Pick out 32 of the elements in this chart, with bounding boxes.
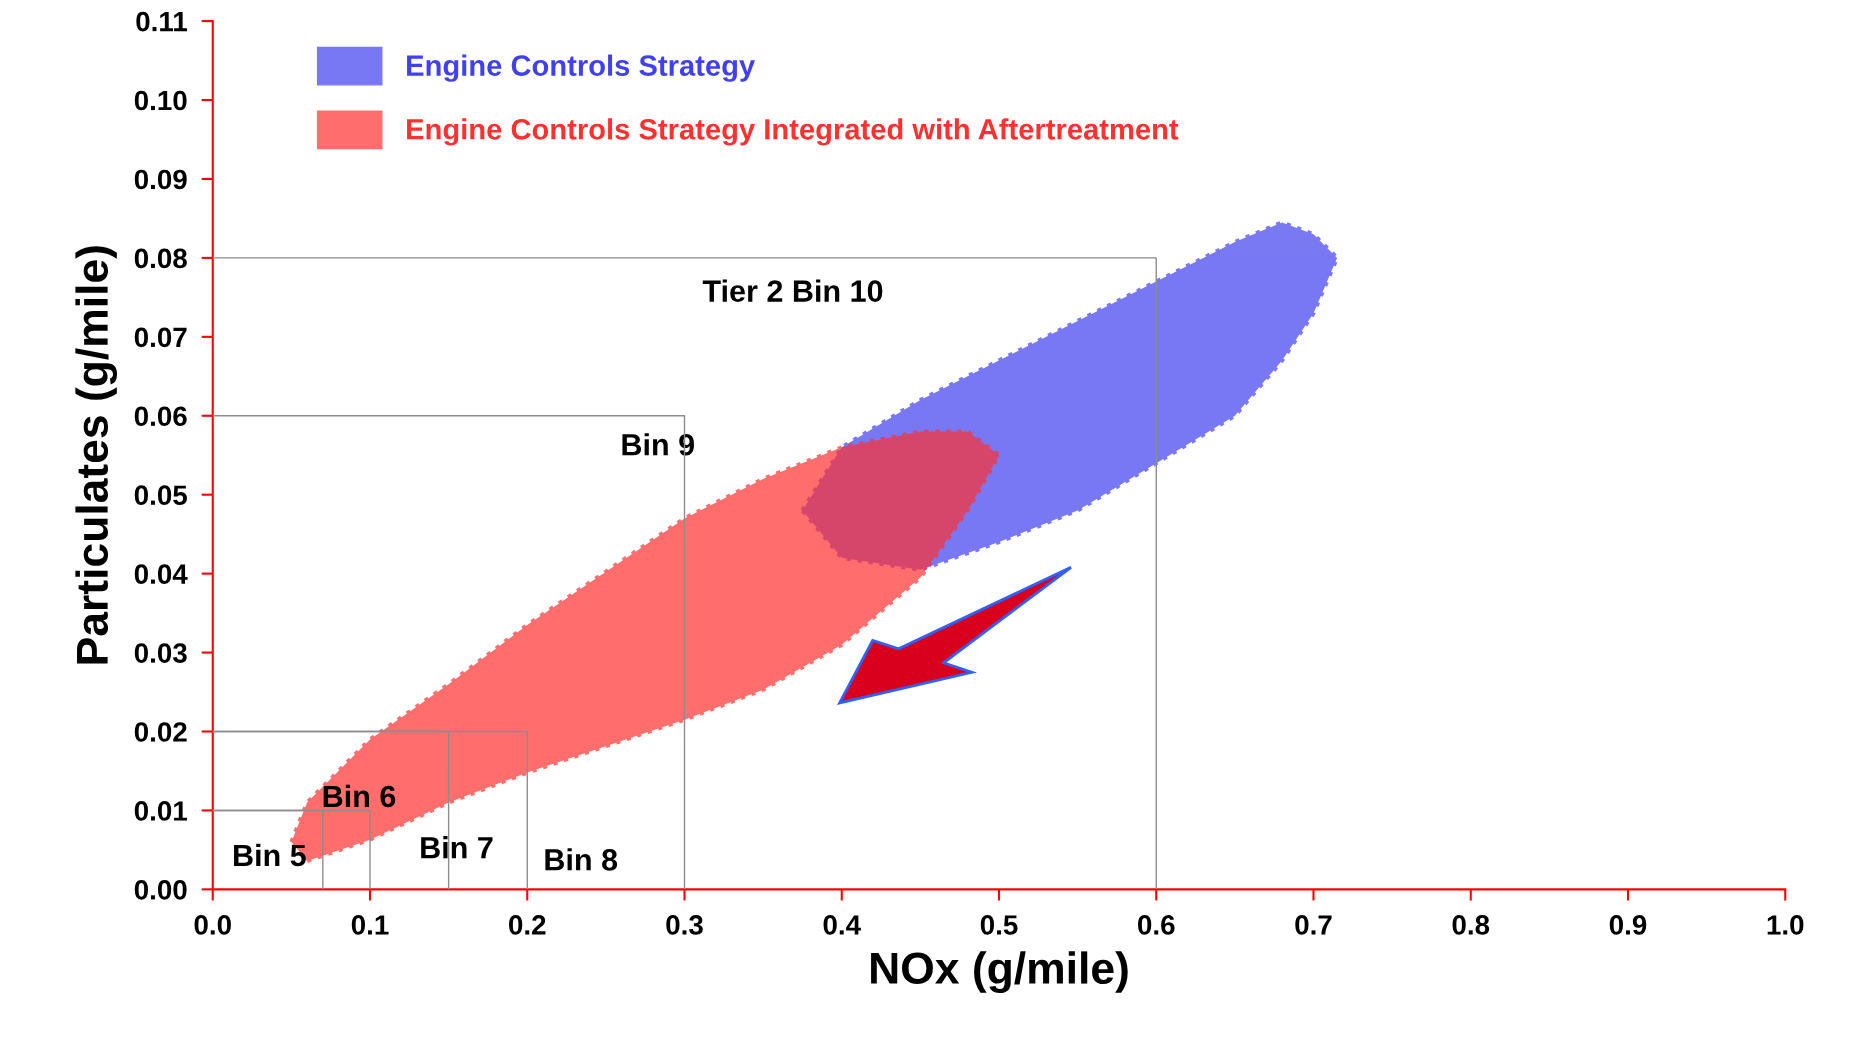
legend-label: Engine Controls Strategy Integrated with Aftertreatment (407, 118, 1179, 146)
y-tick-label: 0.00 (134, 880, 187, 900)
y-tick-label: 0.02 (134, 722, 187, 742)
y-tick-label: 0.01 (134, 801, 187, 821)
legend-label: Engine Controls Strategy (407, 54, 756, 82)
y-tick-label: 0.03 (134, 643, 187, 663)
annotation: Bin 7 (421, 836, 493, 859)
x-tick-label: 0.3 (666, 915, 703, 935)
x-tick-label: 1.0 (1767, 915, 1804, 935)
x-tick-label: 0.6 (1138, 915, 1175, 935)
y-tick-label: 0.05 (134, 485, 187, 506)
y-tick-label: 0.09 (134, 169, 187, 190)
annotation: Bin 8 (545, 848, 618, 871)
x-tick-label: 0.1 (351, 915, 389, 935)
y-tick-label: 0.07 (134, 327, 187, 348)
y-tick-label: 0.04 (134, 564, 188, 584)
x-axis-title: NOx (g/mile) (871, 951, 1128, 993)
y-tick-label: 0.10 (134, 90, 187, 111)
annotation: Tier 2 Bin 10 (702, 279, 883, 302)
annotation: Bin 6 (323, 784, 396, 808)
annotation: Bin 5 (234, 843, 306, 867)
x-tick-label: 0.8 (1452, 915, 1490, 935)
x-tick-label: 0.5 (980, 915, 1018, 935)
x-tick-label: 0.7 (1295, 915, 1332, 935)
x-tick-label: 0.9 (1609, 915, 1647, 935)
x-tick-label: 0.0 (194, 915, 231, 935)
y-tick-label: 0.06 (134, 406, 187, 427)
y-axis-title: Particulates (g/mile) (75, 246, 118, 664)
y-tick-label: 0.11 (136, 11, 187, 32)
x-tick-label: 0.4 (823, 915, 861, 935)
y-tick-label: 0.08 (134, 248, 187, 269)
x-tick-label: 0.2 (509, 915, 546, 935)
